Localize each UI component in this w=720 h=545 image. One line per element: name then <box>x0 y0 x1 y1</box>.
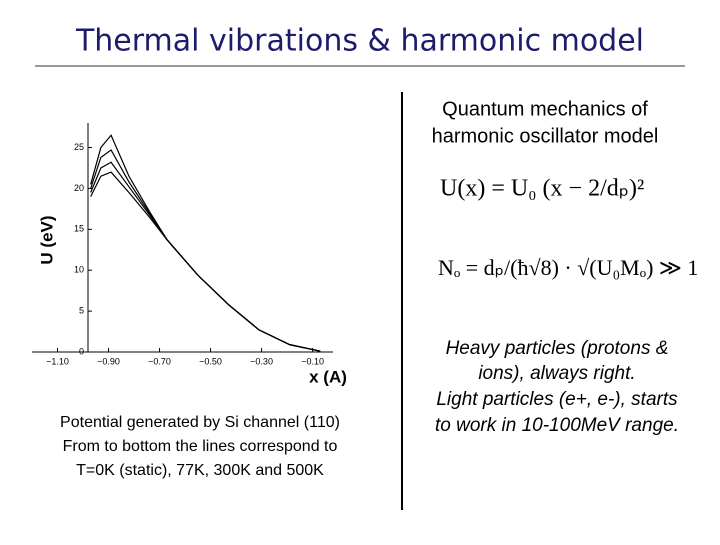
x-tick-label: −0.70 <box>148 356 171 366</box>
note-line: to work in 10-100MeV range. <box>435 415 679 436</box>
y-tick-label: 0 <box>79 346 84 356</box>
slide-title: Thermal vibrations & harmonic model <box>75 24 644 59</box>
note-line: ions), always right. <box>478 363 635 384</box>
x-axis-label: x (A) <box>309 367 347 386</box>
y-tick-label: 5 <box>79 305 84 315</box>
curve <box>90 161 321 352</box>
x-tick-label: −0.50 <box>199 356 222 366</box>
note-line: Light particles (e+, e-), starts <box>436 389 678 410</box>
y-tick-label: 10 <box>74 265 84 275</box>
y-axis-label: U (eV) <box>37 215 56 264</box>
caption-line: T=0K (static), 77K, 300K and 500K <box>76 462 324 479</box>
curve <box>90 134 321 352</box>
y-tick-label: 20 <box>74 183 84 193</box>
caption-line: From to bottom the lines correspond to <box>63 438 338 455</box>
y-tick-label: 15 <box>74 224 84 234</box>
x-tick-label: −0.10 <box>301 356 324 366</box>
curve <box>90 149 321 352</box>
curve <box>90 171 321 352</box>
equation: U(x) = U₀ (x − 2/dₚ)² <box>440 176 644 202</box>
x-tick-label: −0.30 <box>250 356 273 366</box>
x-tick-label: −1.10 <box>46 356 69 366</box>
heading-line: harmonic oscillator model <box>432 125 659 147</box>
note-line: Heavy particles (protons & <box>446 338 669 359</box>
x-tick-label: −0.90 <box>97 356 120 366</box>
equation: Nₒ = dₚ/(ħ√8) · √(U₀Mₒ) ≫ 1 <box>438 255 698 280</box>
caption-line: Potential generated by Si channel (110) <box>60 414 340 431</box>
y-tick-label: 25 <box>74 142 84 152</box>
heading-line: Quantum mechanics of <box>442 98 648 120</box>
